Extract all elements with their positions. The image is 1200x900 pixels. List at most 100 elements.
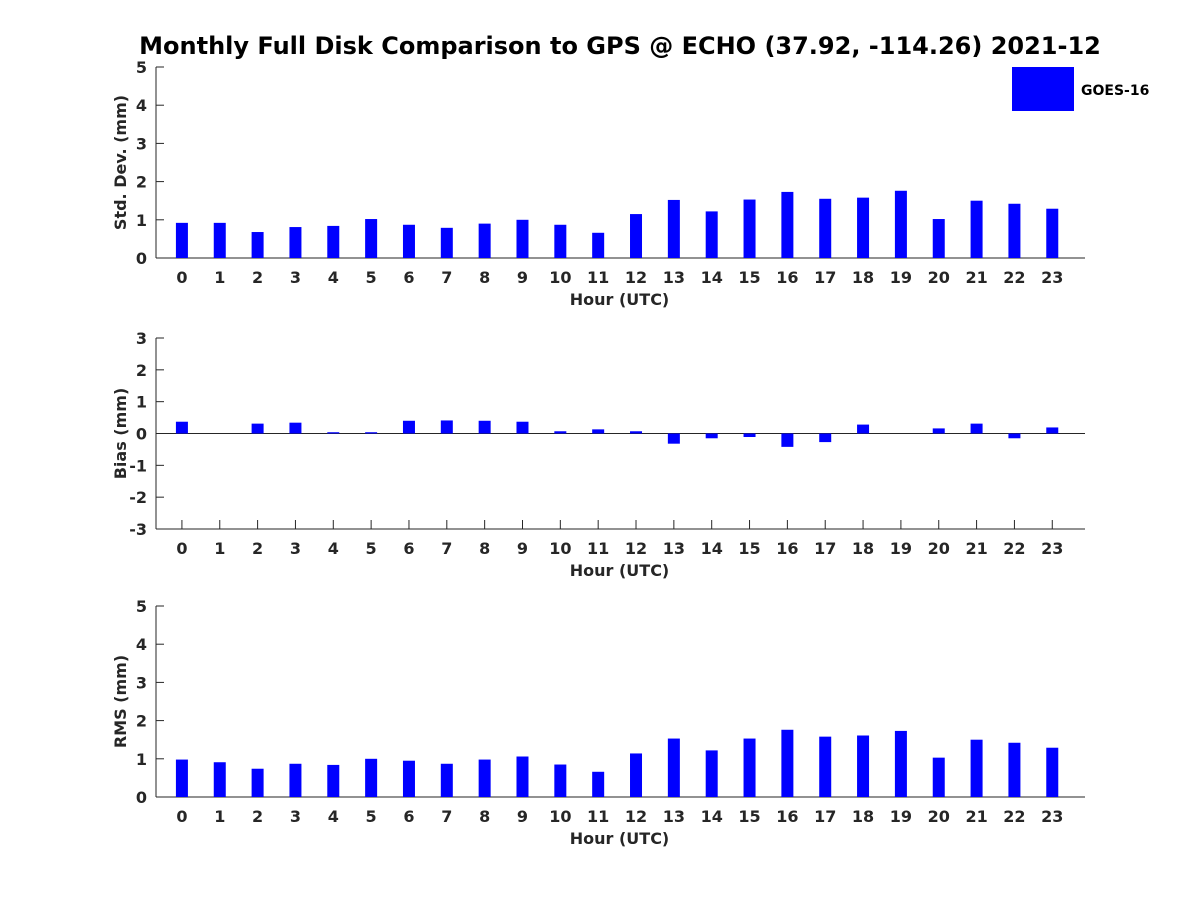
bar <box>894 730 907 797</box>
bar <box>440 763 453 797</box>
bar <box>327 432 340 434</box>
x-tick-label: 1 <box>214 268 225 287</box>
bar <box>251 232 264 258</box>
y-axis-label: Std. Dev. (mm) <box>111 95 130 230</box>
bar <box>857 735 870 797</box>
bar <box>819 736 832 797</box>
bar <box>894 190 907 258</box>
x-tick-label: 21 <box>965 539 987 558</box>
y-tick-label: 1 <box>136 393 147 412</box>
x-tick-label: 15 <box>738 268 760 287</box>
x-tick-label: 18 <box>852 807 874 826</box>
bar <box>1046 747 1059 797</box>
bar <box>667 199 680 258</box>
legend: GOES-16 <box>1012 67 1149 111</box>
bar <box>175 222 188 258</box>
x-axis-label: Hour (UTC) <box>570 829 670 848</box>
bar <box>781 433 794 447</box>
x-tick-label: 4 <box>328 807 339 826</box>
x-axis-label: Hour (UTC) <box>570 290 670 309</box>
y-tick-label: 2 <box>136 173 147 192</box>
x-tick-label: 7 <box>441 539 452 558</box>
x-tick-label: 4 <box>328 268 339 287</box>
x-tick-label: 2 <box>252 807 263 826</box>
x-tick-label: 13 <box>663 268 685 287</box>
x-tick-label: 8 <box>479 539 490 558</box>
x-tick-label: 19 <box>890 539 912 558</box>
bar <box>743 738 756 797</box>
bar <box>365 219 378 258</box>
y-tick-label: -2 <box>129 488 147 507</box>
bar <box>781 191 794 258</box>
x-tick-label: 9 <box>517 268 528 287</box>
x-tick-label: 1 <box>214 807 225 826</box>
y-tick-label: 4 <box>136 96 147 115</box>
y-axis-label: RMS (mm) <box>111 655 130 748</box>
x-tick-label: 11 <box>587 539 609 558</box>
bar <box>554 764 567 797</box>
bar <box>365 432 378 434</box>
bar <box>667 433 680 444</box>
y-tick-label: 4 <box>136 635 147 654</box>
bar <box>402 420 415 434</box>
x-tick-label: 23 <box>1041 539 1063 558</box>
bar <box>705 750 718 797</box>
bar <box>857 424 870 434</box>
x-tick-label: 22 <box>1003 539 1025 558</box>
y-tick-label: 2 <box>136 712 147 731</box>
bar <box>327 764 340 797</box>
bar <box>932 757 945 797</box>
bar <box>819 433 832 443</box>
bar <box>478 759 491 797</box>
x-tick-label: 22 <box>1003 807 1025 826</box>
bar <box>516 421 529 434</box>
bar <box>251 423 264 434</box>
legend-swatch <box>1012 67 1074 111</box>
x-tick-label: 13 <box>663 539 685 558</box>
y-tick-label: 3 <box>136 673 147 692</box>
y-tick-label: 3 <box>136 329 147 348</box>
bar <box>970 739 983 797</box>
x-tick-label: 2 <box>252 539 263 558</box>
x-tick-label: 7 <box>441 268 452 287</box>
x-tick-label: 12 <box>625 807 647 826</box>
x-tick-label: 10 <box>549 807 571 826</box>
bar <box>327 225 340 258</box>
x-tick-label: 14 <box>701 807 723 826</box>
x-tick-label: 6 <box>403 268 414 287</box>
x-tick-label: 3 <box>290 539 301 558</box>
x-tick-label: 5 <box>366 539 377 558</box>
x-tick-label: 13 <box>663 807 685 826</box>
bar <box>743 199 756 258</box>
x-tick-label: 10 <box>549 268 571 287</box>
bar <box>289 227 302 258</box>
bar <box>630 753 643 797</box>
bar <box>554 224 567 258</box>
x-tick-label: 18 <box>852 539 874 558</box>
x-tick-label: 8 <box>479 268 490 287</box>
x-tick-label: 16 <box>776 268 798 287</box>
y-tick-label: 1 <box>136 750 147 769</box>
x-tick-label: 19 <box>890 807 912 826</box>
bar <box>554 431 567 434</box>
y-tick-label: 0 <box>136 425 147 444</box>
x-tick-label: 17 <box>814 539 836 558</box>
x-tick-label: 11 <box>587 807 609 826</box>
bar <box>1046 427 1059 434</box>
bar <box>1008 203 1021 258</box>
bar <box>781 729 794 797</box>
bar <box>705 433 718 439</box>
bar <box>402 760 415 797</box>
x-tick-label: 0 <box>176 268 187 287</box>
x-tick-label: 10 <box>549 539 571 558</box>
y-tick-label: 0 <box>136 788 147 807</box>
bar <box>175 421 188 434</box>
x-tick-label: 15 <box>738 807 760 826</box>
x-tick-label: 19 <box>890 268 912 287</box>
bar <box>819 198 832 258</box>
x-tick-label: 20 <box>928 539 950 558</box>
x-tick-label: 16 <box>776 807 798 826</box>
x-tick-label: 3 <box>290 268 301 287</box>
